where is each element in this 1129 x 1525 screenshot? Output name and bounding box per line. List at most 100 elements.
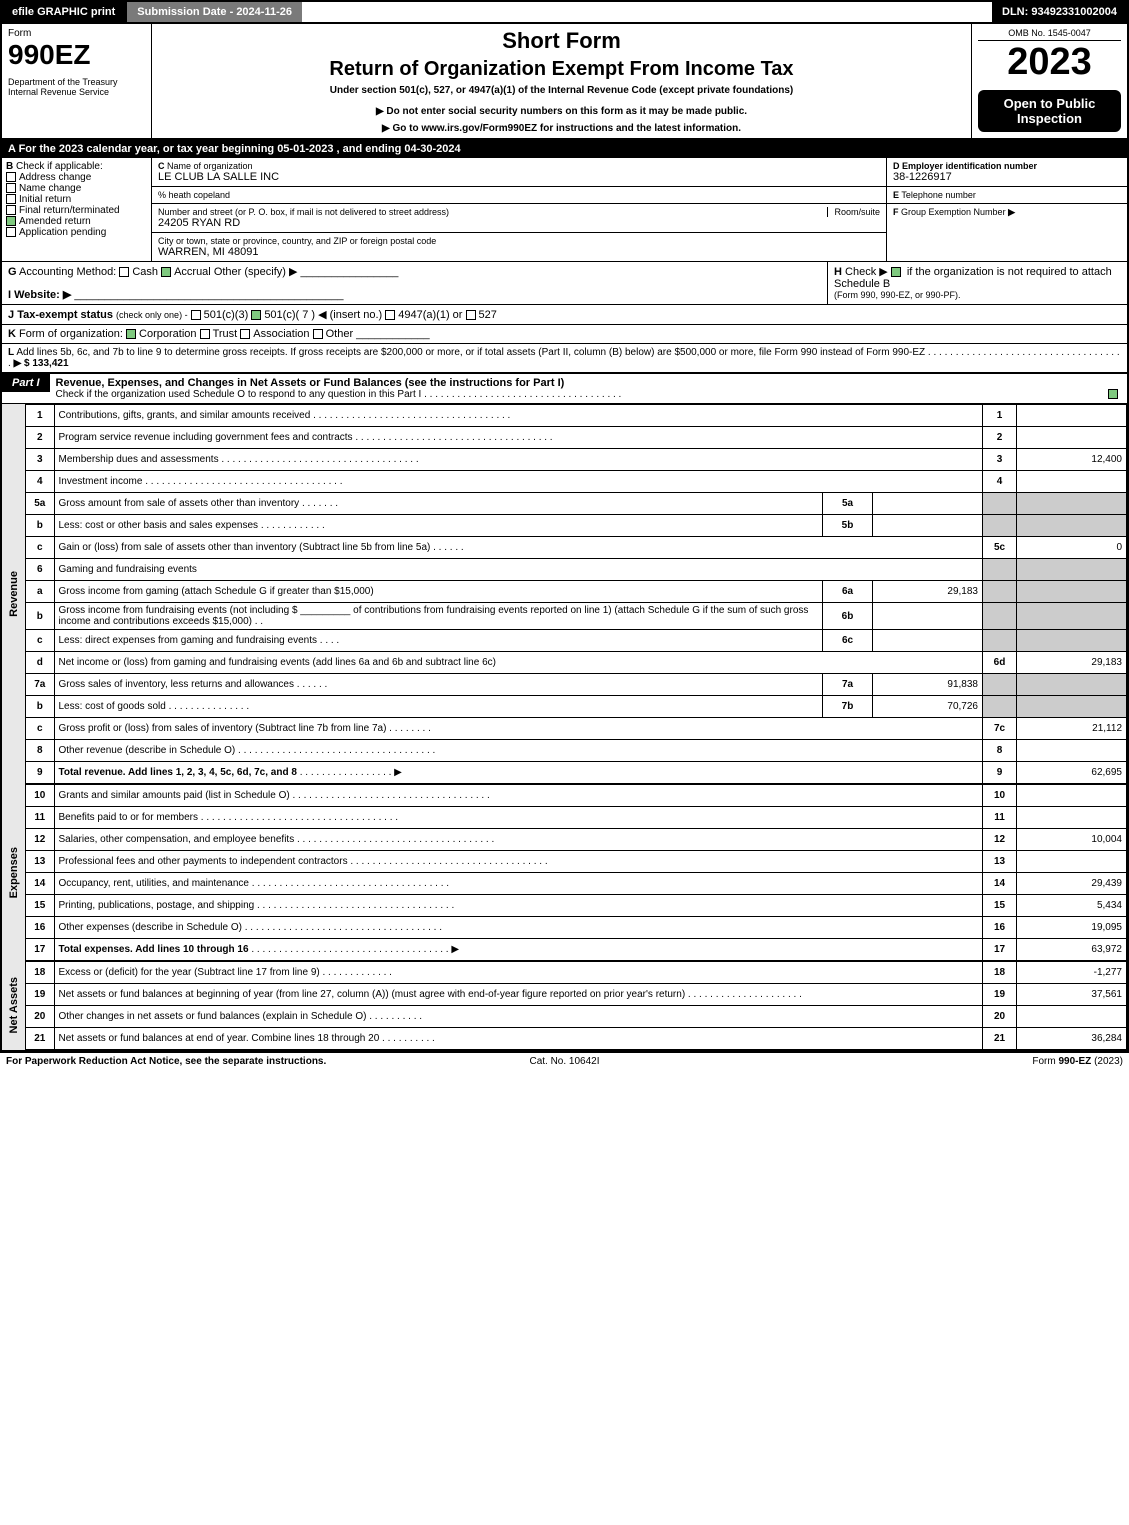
netassets-section: Net Assets 18Excess or (deficit) for the… (2, 961, 1127, 1050)
form-header: Form 990EZ Department of the Treasury In… (2, 24, 1127, 140)
expenses-vlabel: Expenses (2, 784, 26, 961)
chk-application-pending[interactable] (6, 227, 16, 237)
phone-label: Telephone number (901, 190, 976, 200)
website-label: Website: ▶ (14, 289, 71, 301)
dept-label: Department of the Treasury Internal Reve… (8, 77, 145, 97)
section-gh: G Accounting Method: Cash Accrual Other … (2, 262, 1127, 305)
part-i-label: Part I (2, 374, 50, 392)
line-14-amt: 29,439 (1017, 873, 1127, 895)
footer-center: Cat. No. 10642I (378, 1056, 750, 1067)
line-1-amt (1017, 405, 1127, 427)
chk-schedule-b[interactable] (891, 267, 901, 277)
line-5b-mid (873, 515, 983, 537)
chk-501c[interactable] (251, 310, 261, 320)
goto-link[interactable]: ▶ Go to www.irs.gov/Form990EZ for instru… (158, 123, 965, 134)
line-19-amt: 37,561 (1017, 984, 1127, 1006)
open-inspection: Open to Public Inspection (978, 90, 1121, 132)
city-state-zip: WARREN, MI 48091 (158, 246, 880, 258)
other-specify: Other (specify) ▶ (214, 266, 298, 278)
line-7a-mid: 91,838 (873, 674, 983, 696)
omb-number: OMB No. 1545-0047 (978, 28, 1121, 41)
line-15-amt: 5,434 (1017, 895, 1127, 917)
ein-value: 38-1226917 (893, 171, 1121, 183)
pct-name: % heath copeland (152, 187, 886, 204)
part-i-header: Part I Revenue, Expenses, and Changes in… (2, 374, 1127, 404)
dln-label: DLN: 93492331002004 (992, 2, 1127, 22)
section-j: J Tax-exempt status (check only one) - 5… (2, 305, 1127, 325)
line-21-amt: 36,284 (1017, 1028, 1127, 1050)
efile-print-button[interactable]: efile GRAPHIC print (2, 2, 127, 22)
line-13-amt (1017, 851, 1127, 873)
chk-final-return[interactable] (6, 205, 16, 215)
section-bcdef: B Check if applicable: Address change Na… (2, 158, 1127, 262)
accounting-method-label: Accounting Method: (19, 266, 116, 278)
section-l: L Add lines 5b, 6c, and 7b to line 9 to … (2, 344, 1127, 374)
line-4-amt (1017, 471, 1127, 493)
line-6b-mid (873, 603, 983, 630)
addr-label: Number and street (or P. O. box, if mail… (158, 207, 827, 217)
chk-trust[interactable] (200, 329, 210, 339)
line-6d-amt: 29,183 (1017, 652, 1127, 674)
line-12-amt: 10,004 (1017, 829, 1127, 851)
chk-name-change[interactable] (6, 183, 16, 193)
line-16-amt: 19,095 (1017, 917, 1127, 939)
chk-address-change[interactable] (6, 172, 16, 182)
line-6c-mid (873, 630, 983, 652)
group-exemption-label: Group Exemption Number (901, 207, 1006, 217)
form-number: 990EZ (8, 39, 145, 71)
top-bar: efile GRAPHIC print Submission Date - 20… (0, 0, 1129, 24)
section-a: A For the 2023 calendar year, or tax yea… (2, 140, 1127, 158)
revenue-section: Revenue 1Contributions, gifts, grants, a… (2, 404, 1127, 784)
submission-date: Submission Date - 2024-11-26 (127, 2, 302, 22)
line-3-amt: 12,400 (1017, 449, 1127, 471)
chk-amended-return[interactable] (6, 216, 16, 226)
page-footer: For Paperwork Reduction Act Notice, see … (0, 1052, 1129, 1070)
short-form-title: Short Form (158, 28, 965, 54)
under-section: Under section 501(c), 527, or 4947(a)(1)… (158, 85, 965, 96)
chk-schedule-o[interactable] (1108, 389, 1118, 399)
org-name-label: Name of organization (167, 161, 253, 171)
section-k: K Form of organization: Corporation Trus… (2, 325, 1127, 344)
check-applicable-label: Check if applicable: (16, 161, 103, 172)
line-20-amt (1017, 1006, 1127, 1028)
chk-cash[interactable] (119, 267, 129, 277)
line-5a-mid (873, 493, 983, 515)
h-check-label: Check ▶ (845, 266, 888, 278)
chk-accrual[interactable] (161, 267, 171, 277)
line-10-amt (1017, 785, 1127, 807)
room-label: Room/suite (827, 207, 880, 217)
return-title: Return of Organization Exempt From Incom… (158, 58, 965, 81)
tax-year: 2023 (978, 41, 1121, 84)
netassets-vlabel: Net Assets (2, 961, 26, 1050)
h-sub: (Form 990, 990-EZ, or 990-PF). (834, 290, 1121, 300)
line-18-amt: -1,277 (1017, 962, 1127, 984)
street-address: 24205 RYAN RD (158, 217, 880, 229)
footer-right: Form 990-EZ (2023) (751, 1056, 1123, 1067)
line-9-amt: 62,695 (1017, 762, 1127, 784)
footer-left: For Paperwork Reduction Act Notice, see … (6, 1056, 378, 1067)
line-8-amt (1017, 740, 1127, 762)
chk-corporation[interactable] (126, 329, 136, 339)
gross-receipts-amt: ▶ $ 133,421 (14, 358, 69, 369)
line-17-amt: 63,972 (1017, 939, 1127, 961)
line-2-amt (1017, 427, 1127, 449)
chk-initial-return[interactable] (6, 194, 16, 204)
chk-527[interactable] (466, 310, 476, 320)
part-i-title: Revenue, Expenses, and Changes in Net As… (56, 377, 565, 389)
form-label: Form (8, 28, 145, 39)
line-7c-amt: 21,112 (1017, 718, 1127, 740)
chk-association[interactable] (240, 329, 250, 339)
expenses-section: Expenses 10Grants and similar amounts pa… (2, 784, 1127, 961)
chk-501c3[interactable] (191, 310, 201, 320)
ein-label: Employer identification number (902, 161, 1037, 171)
ssn-warning: ▶ Do not enter social security numbers o… (158, 106, 965, 117)
org-name: LE CLUB LA SALLE INC (158, 171, 880, 183)
tax-exempt-label: Tax-exempt status (17, 309, 113, 321)
chk-4947[interactable] (385, 310, 395, 320)
chk-other-org[interactable] (313, 329, 323, 339)
line-11-amt (1017, 807, 1127, 829)
revenue-vlabel: Revenue (2, 404, 26, 784)
line-6a-mid: 29,183 (873, 581, 983, 603)
line-5c-amt: 0 (1017, 537, 1127, 559)
line-7b-mid: 70,726 (873, 696, 983, 718)
